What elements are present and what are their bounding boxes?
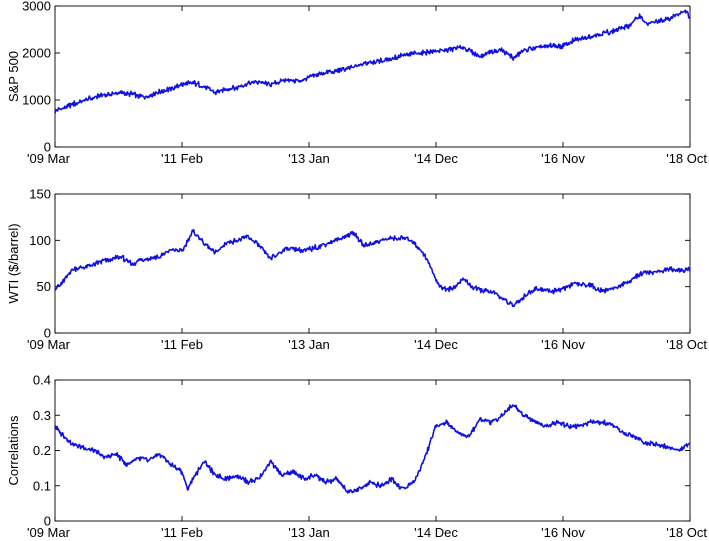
sp500-ytick-label: 2000 (22, 46, 51, 61)
wti-xtick-label: '13 Jan (288, 337, 330, 352)
correlations-ytick-label: 0.2 (33, 443, 51, 458)
sp500-series-line (54, 9, 691, 114)
correlations-xtick-label: '16 Nov (541, 525, 585, 540)
wti-xtick-label: '09 Mar (27, 337, 71, 352)
wti-xtick-label: '14 Dec (414, 337, 458, 352)
correlations-xtick-label: '11 Feb (161, 525, 203, 540)
sp500-panel: 0 1000 2000 3000 '09 Mar '11 Feb '13 Jan '14 De… (6, 0, 707, 166)
wti-xtick-label: '11 Feb (161, 337, 203, 352)
sp500-plot-frame (54, 5, 691, 148)
correlations-ylabel: Correlations (6, 415, 21, 486)
correlations-xtick-label: '13 Jan (288, 525, 330, 540)
wti-series-line (54, 228, 691, 308)
correlations-xtick-label: '09 Mar (27, 525, 71, 540)
wti-ytick-label: 0 (44, 326, 51, 341)
correlations-ytick-label: 0.3 (33, 408, 51, 423)
sp500-xtick-label: '16 Nov (541, 151, 585, 166)
wti-ylabel: WTI ($/barrel) (6, 223, 21, 303)
correlations-ytick-label: 0.1 (33, 478, 51, 493)
correlations-xtick-label: '14 Dec (414, 525, 458, 540)
sp500-xtick-label: '14 Dec (414, 151, 458, 166)
correlations-ytick-label: 0 (44, 514, 51, 529)
wti-xtick-label: '18 Oct (666, 337, 707, 352)
sp500-xtick-label: '11 Feb (161, 151, 203, 166)
sp500-xtick-label: '13 Jan (288, 151, 330, 166)
correlations-xtick-label: '18 Oct (666, 525, 707, 540)
sp500-xtick-label: '18 Oct (666, 151, 707, 166)
sp500-ytick-label: 3000 (22, 0, 51, 14)
wti-plot-frame (54, 193, 691, 334)
wti-panel: 0 50 100 150 '09 Mar '11 Feb '13 Jan '14 Dec '16… (6, 187, 707, 353)
sp500-ytick-label: 1000 (22, 93, 51, 108)
correlations-series-line (54, 404, 691, 494)
wti-xtick-label: '16 Nov (541, 337, 585, 352)
sp500-ylabel: S&P 500 (6, 51, 21, 102)
wti-ytick-label: 50 (37, 279, 51, 294)
correlations-panel: 0 0.1 0.2 0.3 0.4 '09 Mar '11 Feb '13 Jan '14 De… (6, 373, 707, 541)
wti-ytick-label: 150 (29, 187, 51, 202)
sp500-ytick-label: 0 (44, 140, 51, 155)
correlations-plot-frame (54, 379, 691, 522)
sp500-xtick-label: '09 Mar (27, 151, 71, 166)
wti-ytick-label: 100 (29, 233, 51, 248)
correlations-ytick-label: 0.4 (33, 373, 51, 388)
